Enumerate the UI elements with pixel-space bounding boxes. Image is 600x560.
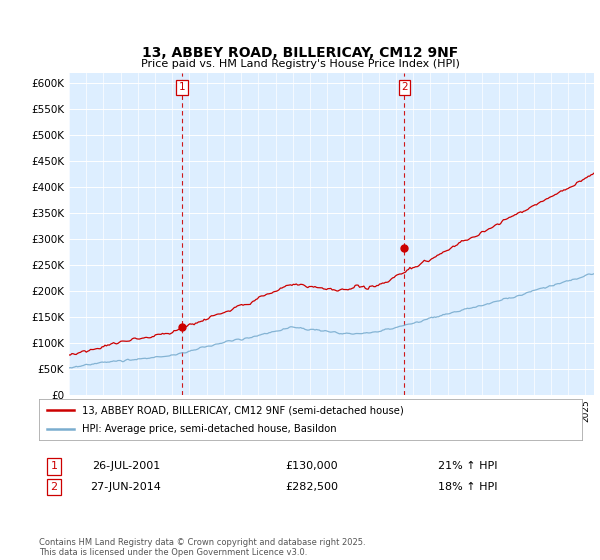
Text: £130,000: £130,000 bbox=[286, 461, 338, 472]
Text: 1: 1 bbox=[179, 82, 185, 92]
Text: Price paid vs. HM Land Registry's House Price Index (HPI): Price paid vs. HM Land Registry's House … bbox=[140, 59, 460, 69]
Text: 18% ↑ HPI: 18% ↑ HPI bbox=[438, 482, 498, 492]
Text: 26-JUL-2001: 26-JUL-2001 bbox=[92, 461, 160, 472]
Text: 2: 2 bbox=[401, 82, 408, 92]
Text: Contains HM Land Registry data © Crown copyright and database right 2025.
This d: Contains HM Land Registry data © Crown c… bbox=[39, 538, 365, 557]
Text: £282,500: £282,500 bbox=[286, 482, 338, 492]
Text: 2: 2 bbox=[50, 482, 58, 492]
Text: 13, ABBEY ROAD, BILLERICAY, CM12 9NF (semi-detached house): 13, ABBEY ROAD, BILLERICAY, CM12 9NF (se… bbox=[82, 405, 404, 415]
Text: 1: 1 bbox=[50, 461, 58, 472]
Text: 27-JUN-2014: 27-JUN-2014 bbox=[91, 482, 161, 492]
Text: 21% ↑ HPI: 21% ↑ HPI bbox=[438, 461, 498, 472]
Text: 13, ABBEY ROAD, BILLERICAY, CM12 9NF: 13, ABBEY ROAD, BILLERICAY, CM12 9NF bbox=[142, 46, 458, 60]
Text: HPI: Average price, semi-detached house, Basildon: HPI: Average price, semi-detached house,… bbox=[82, 424, 337, 433]
